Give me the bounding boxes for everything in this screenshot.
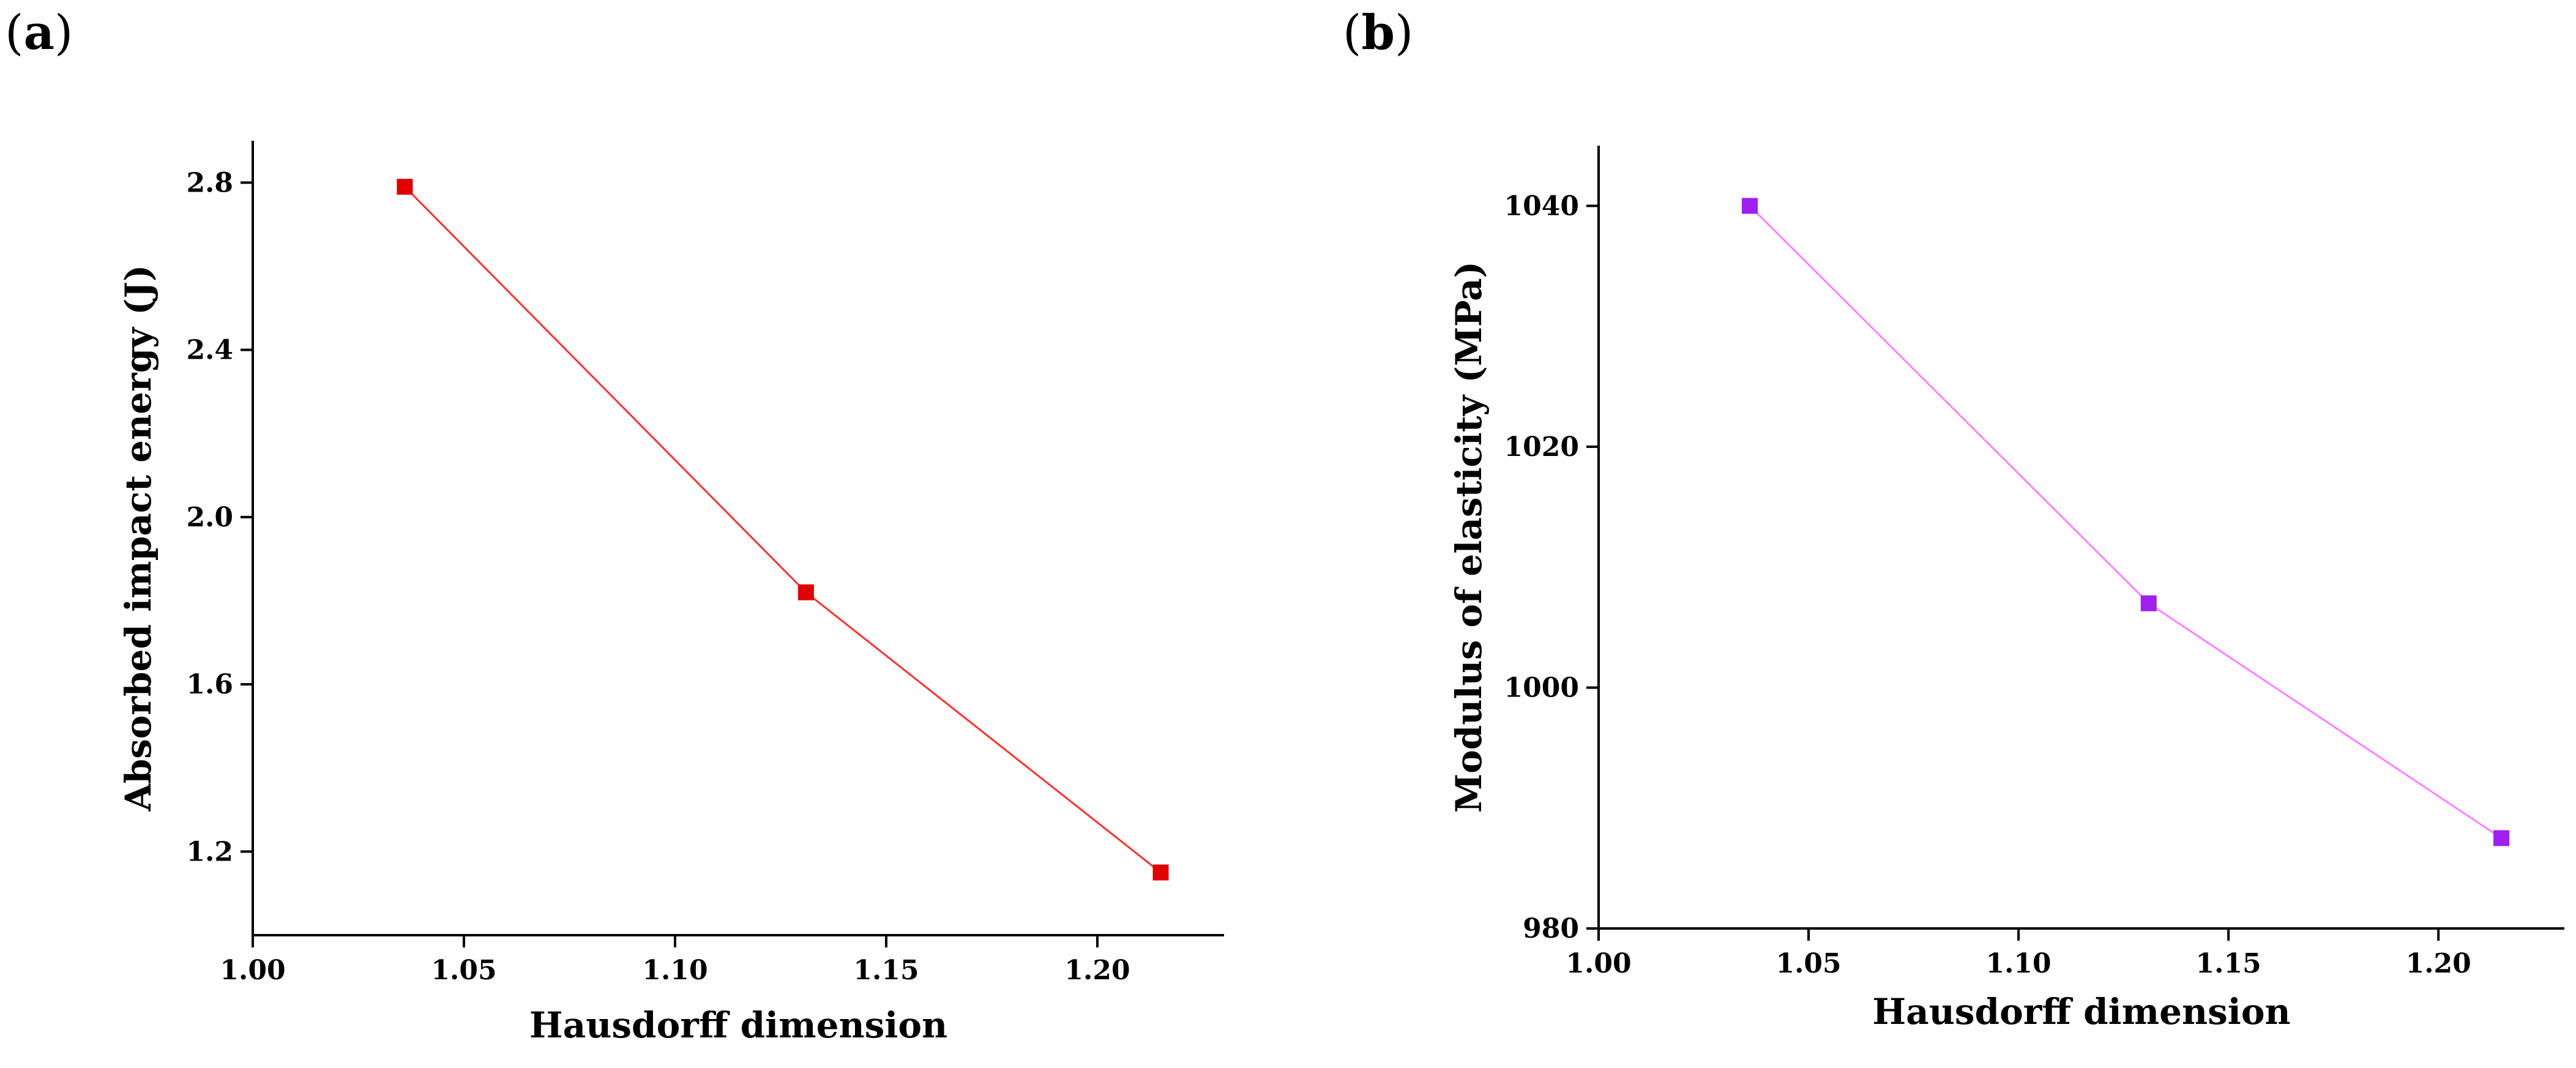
y-tick-label: 1.2 [186, 836, 233, 867]
chart-panel-a: (a) 1.00 1.05 1.10 1.15 1.20 1.2 1.6 2.0 2.4 2.8… [5, 5, 1224, 1046]
panel-label-a: (a) [5, 5, 73, 61]
series-line [404, 186, 1162, 873]
x-tick-label: 1.00 [1566, 948, 1631, 979]
x-ticks-b: 1.00 1.05 1.10 1.15 1.20 [1566, 928, 2471, 979]
y-tick-label: 980 [1523, 913, 1579, 944]
series-a [397, 179, 1169, 881]
data-point-marker [2493, 830, 2510, 846]
y-ticks-a: 1.2 1.6 2.0 2.4 2.8 [186, 167, 253, 867]
data-point-marker [2140, 595, 2157, 611]
x-axis-title-a: Hausdorff dimension [529, 1004, 947, 1046]
data-point-marker [397, 179, 413, 195]
x-tick-label: 1.10 [642, 955, 707, 986]
data-point-marker [1152, 864, 1169, 881]
x-axis-title-b: Hausdorff dimension [1872, 991, 2290, 1033]
x-tick-label: 1.05 [431, 955, 496, 986]
x-tick-label: 1.15 [2196, 948, 2261, 979]
y-axis-title-a: Absorbed impact energy (J) [118, 265, 159, 812]
y-ticks-b: 980 1000 1020 1040 [1504, 190, 1599, 944]
y-tick-label: 1000 [1504, 672, 1579, 703]
panel-label-b: (b) [1343, 5, 1413, 61]
series-b [1741, 198, 2510, 846]
x-tick-label: 1.10 [1986, 948, 2051, 979]
y-tick-label: 1.6 [186, 669, 233, 700]
chart-panel-b: (b) 1.00 1.05 1.10 1.15 1.20 980 1000 1020 1040… [1343, 5, 2564, 1033]
x-ticks-a: 1.00 1.05 1.10 1.15 1.20 [220, 935, 1130, 986]
x-tick-label: 1.15 [853, 955, 919, 986]
y-tick-label: 2.0 [186, 502, 233, 533]
series-line [1749, 205, 2502, 839]
y-tick-label: 1040 [1504, 190, 1579, 222]
x-tick-label: 1.00 [220, 955, 285, 986]
y-tick-label: 2.4 [186, 335, 233, 366]
data-point-marker [1741, 198, 1758, 214]
y-axis-title-b: Modulus of elasticity (MPa) [1448, 261, 1490, 813]
data-point-marker [797, 584, 814, 600]
x-tick-label: 1.20 [1064, 955, 1130, 986]
y-tick-label: 2.8 [186, 167, 233, 198]
x-tick-label: 1.20 [2406, 948, 2471, 979]
y-tick-label: 1020 [1504, 431, 1579, 463]
x-tick-label: 1.05 [1775, 948, 1841, 979]
